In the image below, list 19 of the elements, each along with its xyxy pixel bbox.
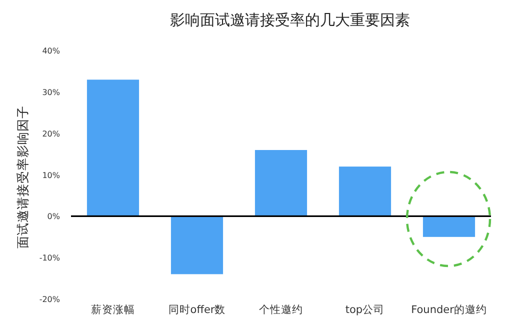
x-tick-label: 同时offer数 xyxy=(168,303,226,316)
y-axis-title: 面试邀请接受率影响因子 xyxy=(15,105,30,248)
y-tick-label: 20% xyxy=(42,129,60,138)
y-tick-label: 0% xyxy=(47,212,60,222)
x-tick-label: 薪资涨幅 xyxy=(91,303,135,316)
bar xyxy=(254,150,308,216)
bar xyxy=(170,216,224,274)
bar xyxy=(86,80,140,216)
x-tick-label: top公司 xyxy=(345,304,385,316)
x-tick-label: Founder的邀约 xyxy=(411,304,487,316)
bar xyxy=(338,166,392,216)
chart-title: 影响面试邀请接受率的几大重要因素 xyxy=(170,11,410,29)
y-tick-label: 30% xyxy=(42,88,60,98)
y-tick-label: -10% xyxy=(39,254,60,263)
y-tick-label: 10% xyxy=(42,170,60,180)
y-tick-label: -20% xyxy=(39,295,60,304)
y-tick-label: 40% xyxy=(42,46,60,56)
bar xyxy=(422,216,476,237)
x-tick-label: 个性邀约 xyxy=(259,304,303,316)
